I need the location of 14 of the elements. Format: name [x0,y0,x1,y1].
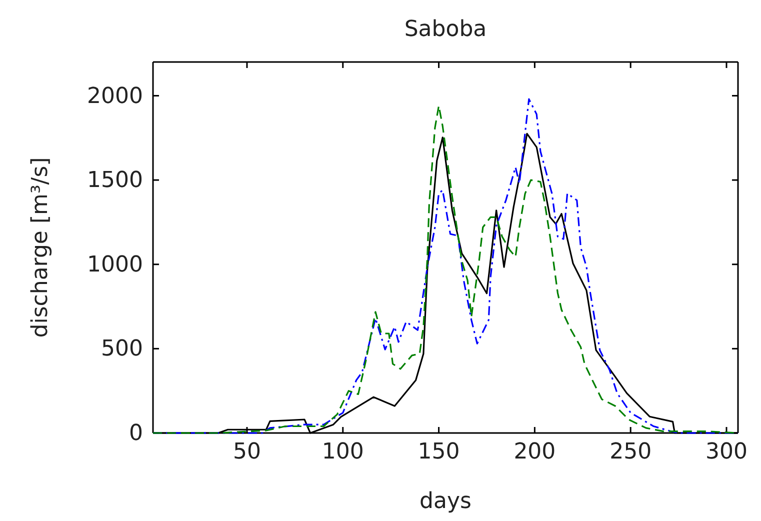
x-tick-label: 200 [514,440,556,465]
chart-title: Saboba [404,17,487,42]
y-tick-label: 500 [101,336,143,362]
x-tick-label: 100 [322,440,364,465]
y-tick-label: 1000 [87,252,143,278]
x-tick-label: 150 [418,440,460,465]
y-tick-label: 1500 [87,168,143,194]
x-tick-label: 250 [610,440,652,465]
y-axis-title: discharge [m³/s] [28,157,53,338]
x-axis-title: days [420,489,472,514]
x-tick-label: 300 [705,440,748,465]
y-tick-label: 0 [129,421,143,446]
x-tick-label: 50 [232,440,261,465]
y-tick-label: 2000 [87,84,143,109]
